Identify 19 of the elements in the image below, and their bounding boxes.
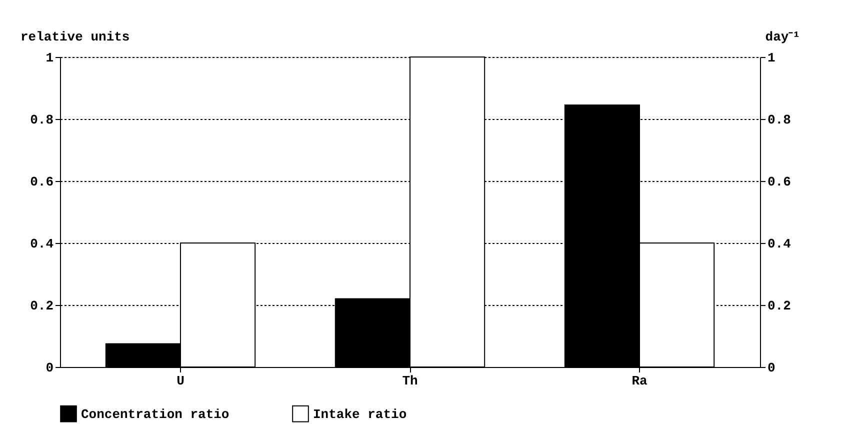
y-tick-label: 0.4	[30, 236, 54, 252]
y-tick-label: 0.6	[30, 174, 54, 190]
x-tick-label: Ra	[632, 374, 648, 388]
y2-tick-label: 1	[768, 50, 776, 66]
y2-tick-label: 0.8	[768, 112, 792, 128]
y-tick-label: 0.2	[30, 298, 54, 314]
y2-tick-label: 0.6	[768, 174, 792, 190]
y-tick-label: 0.8	[30, 112, 54, 128]
y2-tick-label: 0	[768, 360, 776, 376]
x-tick-label: U	[176, 374, 184, 388]
y2-axis-title: day⁻¹	[765, 30, 800, 44]
y-tick-label: 1	[46, 50, 54, 66]
y2-tick-label: 0.2	[768, 298, 792, 314]
y-axis-title: relative units	[20, 30, 130, 44]
legend-label: Intake ratio	[313, 406, 407, 422]
y2-tick-label: 0.4	[768, 236, 792, 252]
legend-label: Concentration ratio	[81, 406, 230, 422]
x-tick-label: Th	[402, 374, 418, 388]
y-tick-label: 0	[46, 360, 54, 376]
